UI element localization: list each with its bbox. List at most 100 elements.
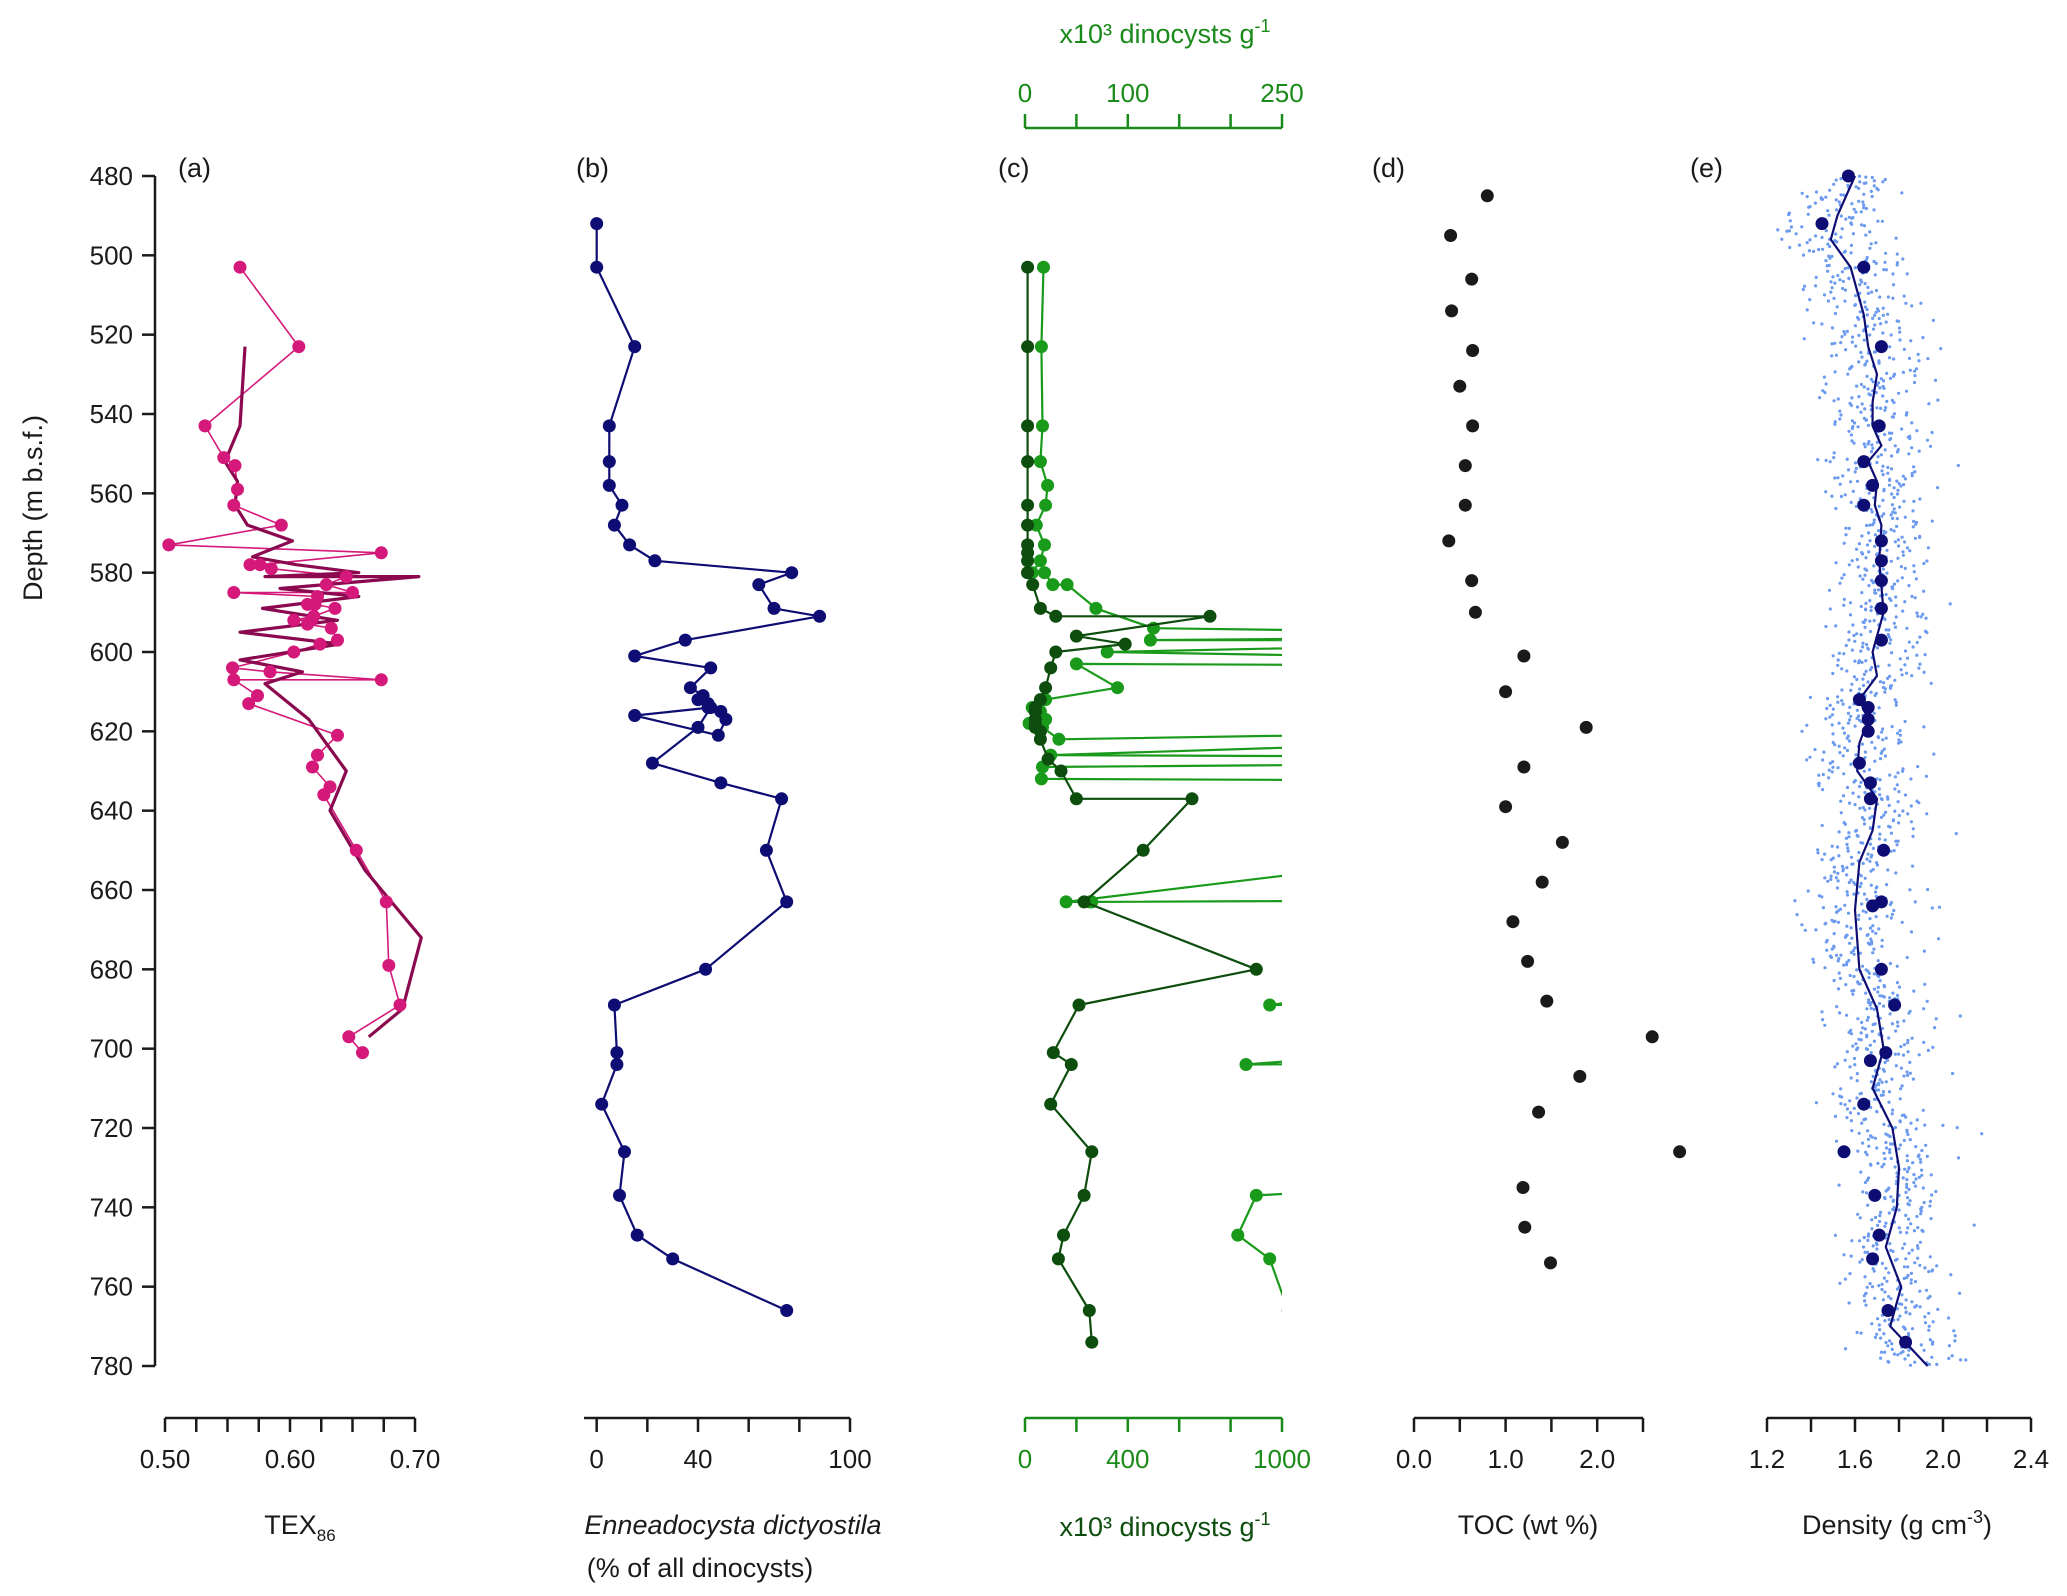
density-mean-point (1879, 1046, 1893, 1060)
tex86-point (162, 538, 176, 552)
toc-point (1517, 760, 1531, 774)
dinocysts-light-point (1052, 732, 1066, 746)
dinocysts-dark-line (1026, 267, 1258, 1343)
depth-tick-label: 780 (90, 1351, 133, 1381)
toc-point (1579, 720, 1593, 734)
density-mean-point (1863, 1054, 1877, 1068)
panel-label-a: (a) (178, 153, 211, 183)
density-raw-scatter (1776, 174, 1984, 1367)
toc-point (1516, 1181, 1530, 1194)
dinocysts-dark-point (1049, 609, 1063, 623)
dinocysts-light-point (1046, 578, 1060, 592)
xlabel-b-2: (% of all dinocysts) (587, 1553, 814, 1583)
tex86-point (226, 661, 239, 675)
dinocysts-light-point (1034, 340, 1048, 354)
toc-point (1499, 685, 1513, 699)
enneadocysta-point (623, 538, 637, 552)
dinocysts-light-point (1033, 554, 1047, 568)
dinocysts-dark-point (1021, 566, 1035, 580)
x-tick-label-d: 0.0 (1396, 1444, 1432, 1474)
dinocysts-light-point (1239, 1058, 1253, 1071)
dinocysts-dark-point (1049, 645, 1063, 659)
toc-point (1458, 459, 1472, 473)
panel-b-enneadocysta: 0 40 100 (584, 217, 872, 1474)
density-mean-point (1888, 998, 1902, 1012)
density-mean-point (1861, 701, 1875, 714)
dinocysts-dark-point (1085, 1145, 1099, 1159)
density-mean-point (1872, 1228, 1886, 1242)
tex86-point (306, 760, 319, 774)
density-mean-point (1857, 260, 1871, 274)
depth-tick-label: 700 (90, 1034, 133, 1064)
x-tick-label-c: 0 (1018, 1444, 1032, 1474)
density-mean-point (1874, 340, 1888, 354)
depth-tick-label: 620 (90, 716, 133, 746)
dinocysts-dark-point (1021, 518, 1035, 532)
toc-point (1521, 954, 1535, 968)
density-mean-point (1863, 776, 1877, 790)
density-mean-point (1861, 724, 1875, 738)
dinocysts-dark-point (1064, 1058, 1078, 1071)
xlabel-b: Enneadocysta dictyostila (584, 1510, 881, 1540)
toc-point (1532, 1105, 1546, 1119)
dinocysts-light-point (1039, 498, 1053, 512)
dinocysts-light-point (1041, 478, 1055, 492)
x-tick-label-d: 1.0 (1488, 1444, 1524, 1474)
density-mean-point (1881, 1304, 1895, 1317)
enneadocysta-point (590, 260, 604, 274)
x-tick-label-d: 2.0 (1579, 1444, 1615, 1474)
toc-point (1573, 1069, 1587, 1083)
density-mean-point (1837, 1145, 1851, 1159)
tex86-point (227, 498, 241, 512)
density-mean-point (1861, 712, 1875, 726)
x-tick-label-a: 0.50 (140, 1444, 191, 1474)
dinocysts-dark-point (1077, 895, 1091, 909)
dinocysts-dark-point (1085, 1335, 1099, 1349)
enneadocysta-point (610, 1058, 624, 1071)
tex86-point (319, 578, 333, 592)
dinocysts-dark-point (1021, 419, 1035, 433)
top-tick-label-c: 0 (1018, 78, 1032, 108)
dinocysts-dark-point (1057, 1228, 1070, 1242)
tex86-point (342, 1030, 356, 1044)
x-tick-label-e: 2.0 (1925, 1444, 1961, 1474)
toc-point (1445, 304, 1459, 318)
top-tick-label-c: 250 (1260, 78, 1303, 108)
depth-tick-label: 480 (90, 161, 133, 191)
depth-tick-label: 560 (90, 478, 133, 508)
density-mean-point (1874, 633, 1888, 647)
dinocysts-dark-point (1039, 681, 1053, 695)
depth-axis: 480 500 520 540 560 580 600 620 640 660 680 700 720 7… (90, 161, 157, 1381)
dinocysts-dark-point (1077, 1188, 1091, 1202)
tex86-point (253, 558, 267, 572)
toc-point (1480, 189, 1494, 203)
toc-point (1517, 649, 1531, 663)
density-mean-point (1874, 534, 1888, 548)
enneadocysta-point (691, 693, 705, 707)
density-mean-point (1857, 498, 1871, 512)
tex86-point (301, 617, 314, 631)
depth-tick-label: 540 (90, 399, 133, 429)
tex86-point (231, 482, 244, 496)
toc-point (1458, 498, 1472, 512)
density-mean-point (1815, 217, 1829, 231)
dinocysts-dark-point (1033, 732, 1047, 746)
dinocysts-light-point (2047, 1145, 2060, 1158)
enneadocysta-point (711, 728, 725, 742)
dinocysts-light-point (2047, 753, 2060, 766)
dinocysts-dark-point (1054, 764, 1068, 778)
dinocysts-light-point (1069, 657, 1083, 671)
tex86-point (311, 748, 324, 762)
density-mean-point (1877, 843, 1891, 857)
density-mean-point (1874, 554, 1888, 568)
enneadocysta-line (595, 223, 821, 1312)
panel-label-b: (b) (576, 153, 609, 183)
tex86-point (227, 586, 241, 599)
panel-a-plot-area (162, 260, 423, 1060)
dinocysts-light-point (1263, 998, 1277, 1012)
panel-a-tex86: 0.50 0.60 0.70 (140, 260, 440, 1474)
density-mean-point (1863, 792, 1877, 806)
dinocysts-dark-point (1203, 609, 1217, 623)
dinocysts-light-point (1089, 601, 1103, 615)
